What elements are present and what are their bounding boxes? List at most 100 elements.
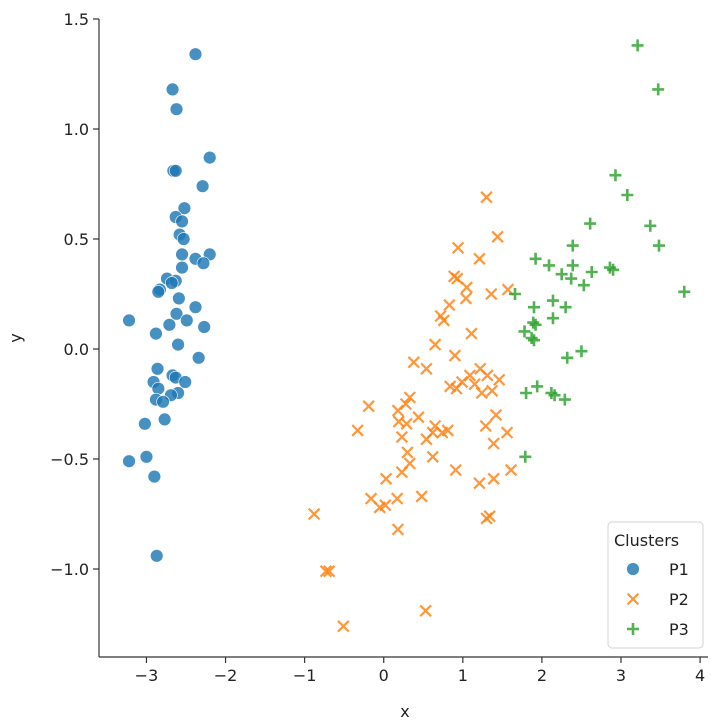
y-tick-label: 1.5	[64, 10, 89, 29]
data-point-p2	[485, 384, 499, 397]
data-point-p1	[203, 150, 217, 165]
data-point-p2	[451, 272, 464, 285]
data-point-p3	[528, 334, 540, 347]
data-point-p3	[527, 316, 540, 329]
data-point-p1	[139, 450, 154, 464]
data-point-p2	[485, 287, 498, 301]
data-point-p3	[561, 351, 574, 364]
data-point-p2	[504, 463, 518, 477]
data-point-p2	[437, 314, 451, 327]
data-point-p2	[395, 466, 409, 479]
data-point-p2	[443, 298, 456, 312]
data-point-p3	[585, 266, 598, 278]
data-point-p2	[489, 408, 503, 422]
series-p2	[307, 191, 518, 633]
data-point-p2	[436, 426, 449, 439]
data-point-p3	[555, 268, 568, 281]
data-point-p2	[473, 252, 486, 265]
data-point-p2	[473, 477, 486, 490]
data-point-p2	[362, 400, 375, 413]
data-point-p2	[322, 565, 336, 578]
data-point-p2	[391, 523, 405, 536]
legend-items: P1 P2 P3	[626, 560, 689, 639]
data-point-p1	[178, 375, 192, 389]
data-point-p3	[546, 294, 559, 307]
data-point-p2	[307, 507, 321, 521]
data-point-p3	[546, 312, 559, 325]
data-point-p2	[395, 430, 409, 444]
legend-marker-p1	[626, 562, 640, 576]
data-point-p1	[197, 320, 211, 334]
data-point-p3	[559, 301, 572, 314]
data-point-p2	[419, 604, 432, 617]
legend-label-p1: P1	[669, 560, 689, 579]
data-point-p2	[390, 492, 404, 505]
x-tick-label: 1	[458, 666, 468, 685]
y-tick-label: −0.5	[50, 450, 89, 469]
data-point-p1	[180, 313, 194, 328]
data-point-p2	[373, 501, 386, 514]
data-point-p1	[165, 276, 179, 290]
y-tick-label: 1.0	[64, 120, 89, 139]
data-point-p1	[175, 260, 189, 275]
data-point-p1	[176, 232, 191, 246]
data-point-p1	[156, 395, 170, 409]
data-point-p1	[165, 82, 180, 97]
legend-box	[607, 521, 704, 649]
data-point-p1	[169, 164, 183, 178]
data-point-p2	[426, 450, 439, 463]
data-point-p3	[652, 83, 665, 96]
data-point-p1	[150, 549, 164, 563]
data-point-p1	[122, 454, 136, 468]
plot-marks	[122, 39, 691, 633]
data-point-p2	[479, 419, 492, 433]
data-point-p2	[450, 382, 463, 395]
x-tick-label: 0	[379, 666, 389, 685]
data-point-p2	[351, 424, 364, 437]
data-point-p1	[188, 47, 203, 61]
data-point-p1	[191, 351, 206, 365]
data-point-p1	[151, 381, 166, 396]
legend-marker-p2	[626, 592, 640, 606]
x-tick-label: −1	[293, 666, 317, 685]
data-point-p2	[468, 378, 481, 391]
y-tick-label: −1.0	[50, 560, 89, 579]
data-point-p2	[428, 338, 442, 351]
x-axis-label: x	[400, 702, 409, 720]
data-point-p2	[449, 463, 462, 477]
data-point-p2	[481, 369, 494, 382]
data-point-p3	[566, 239, 579, 252]
data-point-p1	[175, 214, 189, 229]
x-tick-label: 4	[695, 666, 705, 685]
data-point-p2	[465, 327, 478, 340]
data-point-p3	[558, 393, 571, 406]
legend-label-p2: P2	[669, 590, 689, 609]
data-point-p3	[509, 288, 522, 300]
data-point-p3	[565, 272, 578, 285]
data-point-p2	[487, 472, 500, 485]
data-point-p3	[631, 39, 644, 52]
data-point-p3	[607, 263, 620, 276]
data-point-p3	[525, 332, 538, 344]
legend-label-p3: P3	[669, 620, 689, 639]
legend-marker-p3	[627, 623, 639, 635]
data-point-p1	[195, 179, 210, 193]
x-tick-label: −3	[135, 666, 159, 685]
y-axis-label: y	[6, 333, 25, 342]
data-point-p1	[188, 300, 203, 314]
data-point-p2	[319, 565, 333, 578]
data-point-p1	[169, 307, 184, 321]
data-point-p2	[420, 362, 433, 375]
data-point-p1	[147, 469, 162, 484]
data-point-p2	[392, 415, 405, 428]
data-point-p3	[566, 259, 579, 272]
data-point-p1	[150, 362, 165, 376]
data-point-p2	[415, 490, 428, 503]
data-point-p3	[519, 450, 532, 463]
data-point-p2	[407, 356, 420, 369]
data-point-p3	[518, 325, 531, 338]
x-ticks: −3 −2 −1 0 1 2 3 4	[135, 657, 705, 685]
data-point-p2	[448, 349, 462, 362]
data-point-p2	[475, 386, 488, 400]
